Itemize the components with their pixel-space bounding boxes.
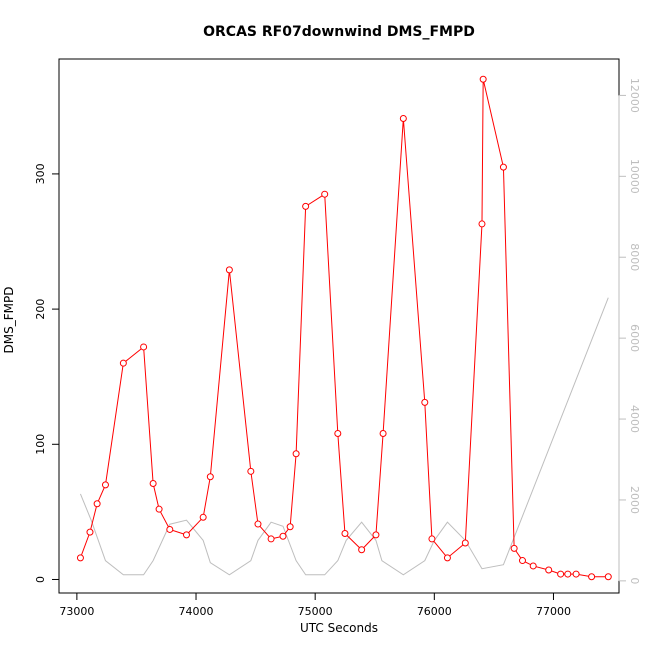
y2-tick-label: 12000 bbox=[628, 78, 641, 113]
x-axis: 73000 74000 75000 76000 77000 bbox=[59, 592, 571, 618]
data-point bbox=[206, 473, 214, 481]
chart-title: ORCAS RF07downwind DMS_FMPD bbox=[203, 24, 475, 40]
data-point bbox=[572, 570, 580, 578]
y2-tick-label: 8000 bbox=[628, 243, 641, 271]
data-point bbox=[428, 535, 436, 543]
x-tick-label: 77000 bbox=[536, 605, 571, 618]
y2-tick-label: 4000 bbox=[628, 405, 641, 433]
data-point bbox=[510, 544, 518, 552]
data-point bbox=[358, 546, 366, 554]
data-point bbox=[443, 554, 451, 562]
data-point bbox=[461, 539, 469, 547]
data-point bbox=[588, 573, 596, 581]
data-point bbox=[341, 530, 349, 538]
data-point bbox=[372, 531, 380, 539]
data-point bbox=[321, 190, 329, 198]
y-axis: 0 100 200 300 bbox=[34, 163, 60, 583]
y-tick-label: 200 bbox=[34, 299, 47, 320]
y-tick-label: 300 bbox=[34, 163, 47, 184]
data-point bbox=[279, 532, 287, 540]
data-point bbox=[292, 450, 300, 458]
y2-tick-label: 6000 bbox=[628, 324, 641, 352]
data-point bbox=[286, 523, 294, 531]
data-point bbox=[302, 202, 310, 210]
data-point bbox=[267, 535, 275, 543]
x-tick-label: 75000 bbox=[298, 605, 333, 618]
data-point bbox=[545, 566, 553, 574]
data-point bbox=[247, 467, 255, 475]
data-point bbox=[379, 429, 387, 437]
y-tick-label: 100 bbox=[34, 434, 47, 455]
x-tick-label: 74000 bbox=[179, 605, 214, 618]
x-tick-label: 73000 bbox=[59, 605, 94, 618]
data-point bbox=[334, 429, 342, 437]
y-axis-label: DMS_FMPD bbox=[2, 287, 16, 354]
data-point bbox=[399, 114, 407, 122]
data-point bbox=[155, 505, 163, 513]
data-point bbox=[479, 75, 487, 83]
y2-axis: 0 2000 4000 6000 8000 10000 12000 bbox=[618, 78, 641, 584]
data-point bbox=[140, 343, 148, 351]
y-tick-label: 0 bbox=[34, 576, 47, 583]
data-point bbox=[101, 481, 109, 489]
y2-tick-label: 10000 bbox=[628, 159, 641, 194]
data-point bbox=[478, 220, 486, 228]
x-axis-label: UTC Seconds bbox=[300, 621, 378, 635]
left-series-layer bbox=[76, 75, 612, 581]
data-point bbox=[93, 500, 101, 508]
data-point bbox=[119, 359, 127, 367]
data-point bbox=[182, 531, 190, 539]
data-point bbox=[518, 557, 526, 565]
y2-tick-label: 2000 bbox=[628, 486, 641, 514]
data-point bbox=[564, 570, 572, 578]
data-point bbox=[166, 525, 174, 533]
data-point bbox=[254, 520, 262, 528]
x-tick-label: 76000 bbox=[417, 605, 452, 618]
data-point bbox=[225, 266, 233, 274]
data-point bbox=[499, 163, 507, 171]
data-point bbox=[529, 562, 537, 570]
data-point bbox=[76, 554, 84, 562]
data-point bbox=[199, 513, 207, 521]
data-point bbox=[149, 480, 157, 487]
plot-frame bbox=[58, 58, 620, 594]
data-point bbox=[604, 573, 612, 581]
series-left-line bbox=[79, 79, 609, 578]
y2-tick-label: 0 bbox=[628, 577, 641, 584]
data-point bbox=[421, 398, 429, 406]
data-point bbox=[86, 528, 94, 536]
data-point bbox=[557, 570, 565, 578]
